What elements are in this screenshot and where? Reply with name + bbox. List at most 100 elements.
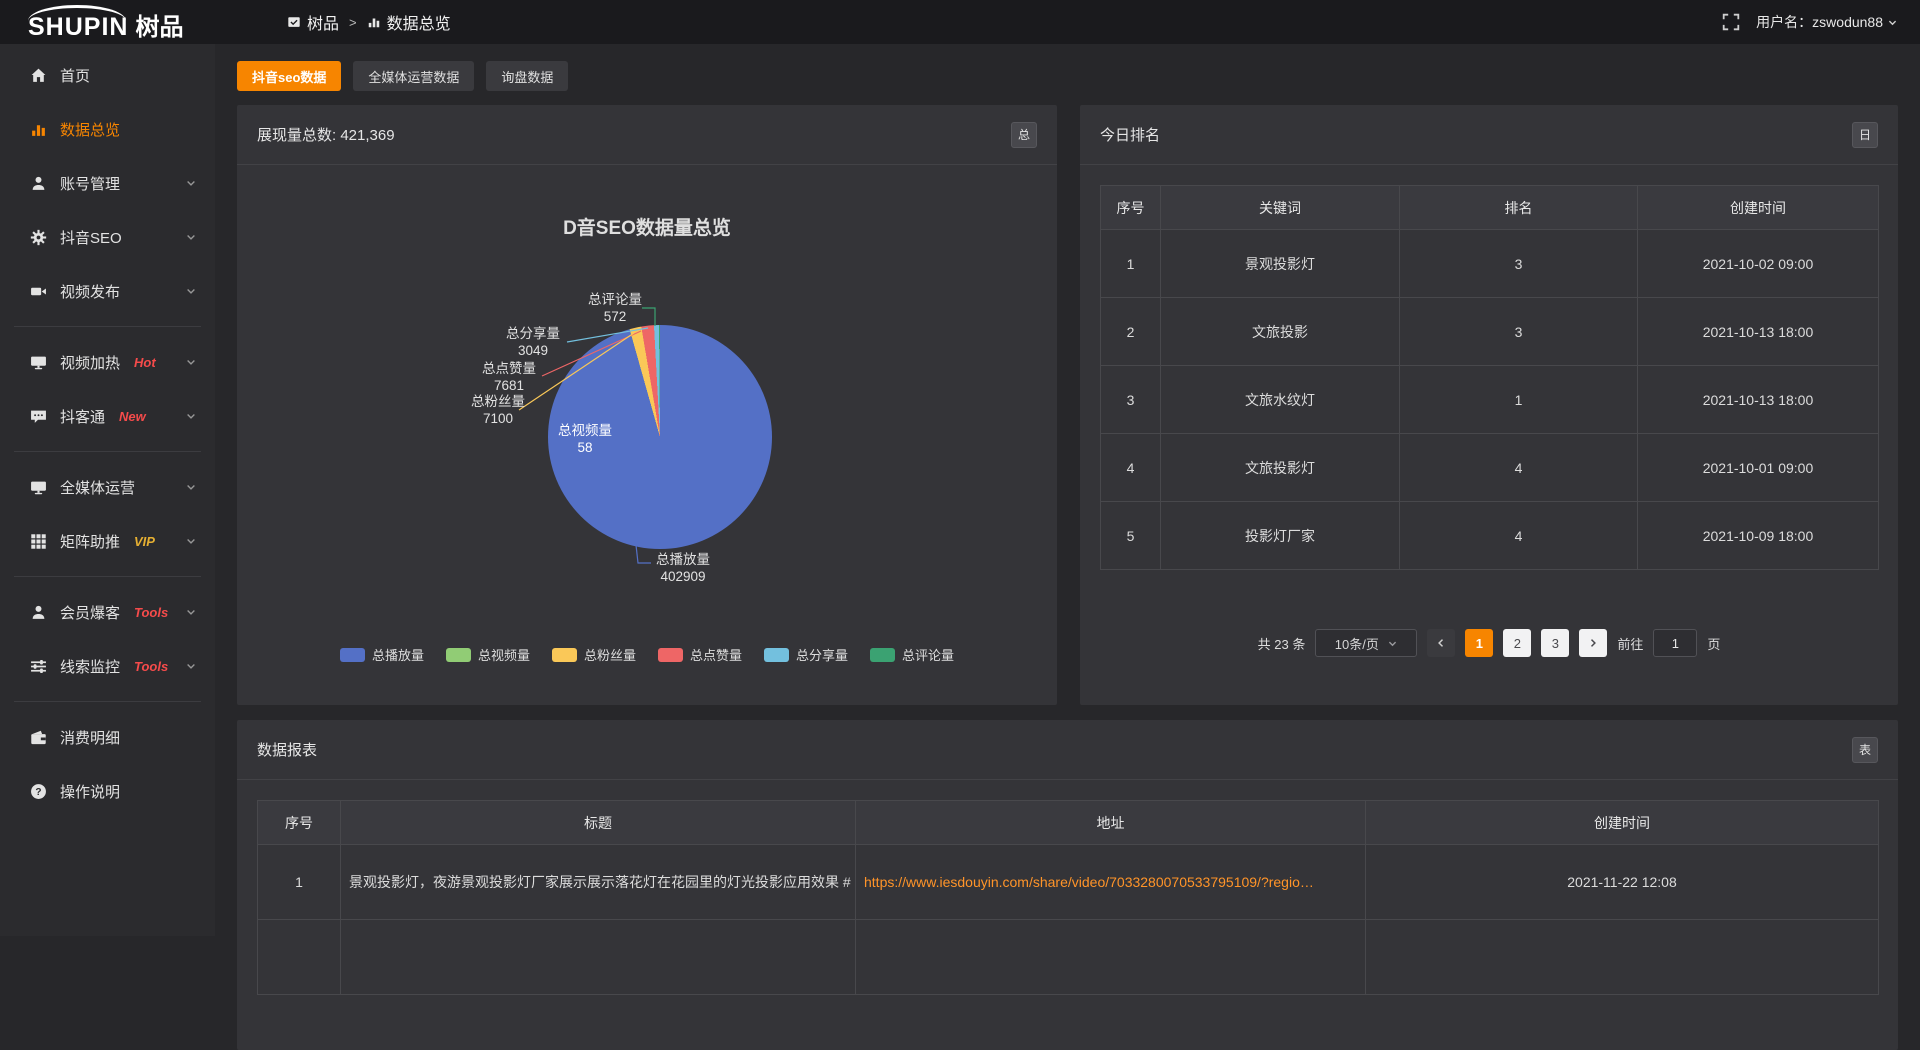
report-table: 序号标题 地址创建时间 1 景观投影灯，夜游景观投影灯厂家展示展示落花灯在花园里… bbox=[257, 800, 1879, 995]
sidebar-item-matrix-boost[interactable]: 矩阵助推 VIP bbox=[0, 514, 215, 568]
user-menu[interactable]: 用户名：zswodun88 bbox=[1756, 12, 1898, 32]
table-row bbox=[258, 920, 1879, 995]
vip-badge: VIP bbox=[134, 534, 155, 549]
page-button-2[interactable]: 2 bbox=[1503, 629, 1531, 657]
legend-item[interactable]: 总评论量 bbox=[870, 645, 954, 664]
legend-item[interactable]: 总播放量 bbox=[340, 645, 424, 664]
sidebar-divider bbox=[14, 326, 201, 327]
app-logo[interactable]: SHUPIN 树品 bbox=[28, 2, 183, 44]
sidebar-item-doukertong[interactable]: 抖客通 New bbox=[0, 389, 215, 443]
sidebar-divider bbox=[14, 576, 201, 577]
legend-swatch bbox=[658, 648, 683, 662]
chat-bubble-icon bbox=[30, 408, 47, 425]
heat-monitor-icon bbox=[30, 354, 47, 371]
legend-item[interactable]: 总粉丝量 bbox=[552, 645, 636, 664]
sidebar-item-media-ops[interactable]: 全媒体运营 bbox=[0, 460, 215, 514]
video-url-link[interactable]: https://www.iesdouyin.com/share/video/70… bbox=[864, 874, 1314, 890]
report-table-header: 序号标题 地址创建时间 bbox=[258, 801, 1879, 845]
sidebar-item-instructions[interactable]: ? 操作说明 bbox=[0, 764, 215, 818]
legend-swatch bbox=[552, 648, 577, 662]
chevron-down-icon bbox=[185, 285, 197, 297]
breadcrumb-root[interactable]: 树品 bbox=[287, 10, 339, 34]
prev-page-button[interactable] bbox=[1427, 629, 1455, 657]
page-button-3[interactable]: 3 bbox=[1541, 629, 1569, 657]
sidebar-divider bbox=[14, 451, 201, 452]
report-panel-title: 数据报表 bbox=[257, 739, 317, 760]
goto-unit: 页 bbox=[1707, 634, 1720, 653]
tab-inquiry-data[interactable]: 询盘数据 bbox=[486, 61, 568, 91]
chevron-right-icon bbox=[1587, 637, 1599, 649]
legend-swatch bbox=[764, 648, 789, 662]
main-content: 抖音seo数据 全媒体运营数据 询盘数据 展现量总数: 421,369 总 D音… bbox=[215, 44, 1920, 936]
bar-chart-icon bbox=[367, 15, 381, 29]
sidebar-item-account[interactable]: 账号管理 bbox=[0, 156, 215, 210]
sidebar: 首页 数据总览 账号管理 抖音SEO 视频发布 视频加热 Hot 抖客通 New… bbox=[0, 44, 215, 936]
legend-item[interactable]: 总点赞量 bbox=[658, 645, 742, 664]
chevron-down-icon bbox=[185, 410, 197, 422]
legend-swatch bbox=[870, 648, 895, 662]
page-size-select[interactable]: 10条/页 bbox=[1315, 629, 1417, 657]
chevron-down-icon bbox=[185, 356, 197, 368]
chevron-down-icon bbox=[185, 606, 197, 618]
grid-icon bbox=[30, 533, 47, 550]
chevron-down-icon bbox=[185, 535, 197, 547]
hot-badge: Hot bbox=[134, 355, 156, 370]
report-panel: 数据报表 表 序号标题 地址创建时间 1 景观投影灯，夜游景观投影灯厂家展示展示… bbox=[237, 720, 1898, 1050]
chart-title: D音SEO数据量总览 bbox=[237, 213, 1057, 240]
overview-total-label: 展现量总数: 421,369 bbox=[257, 124, 395, 145]
day-badge-button[interactable]: 日 bbox=[1852, 122, 1878, 148]
chart-legend: 总播放量 总视频量 总粉丝量 总点赞量 总分享量 总评论量 bbox=[237, 645, 1057, 664]
tab-douyin-seo-data[interactable]: 抖音seo数据 bbox=[237, 61, 341, 91]
next-page-button[interactable] bbox=[1579, 629, 1607, 657]
tools-badge: Tools bbox=[134, 659, 168, 674]
tools-badge: Tools bbox=[134, 605, 168, 620]
sidebar-item-video-publish[interactable]: 视频发布 bbox=[0, 264, 215, 318]
brand-icon bbox=[287, 15, 301, 29]
new-badge: New bbox=[119, 409, 146, 424]
sidebar-item-member-burst[interactable]: 会员爆客 Tools bbox=[0, 585, 215, 639]
sidebar-item-clue-monitor[interactable]: 线索监控 Tools bbox=[0, 639, 215, 693]
chevron-down-icon bbox=[1387, 638, 1398, 649]
legend-item[interactable]: 总分享量 bbox=[764, 645, 848, 664]
breadcrumb-separator: > bbox=[349, 15, 357, 30]
sidebar-item-consumption[interactable]: 消费明细 bbox=[0, 710, 215, 764]
breadcrumb-current[interactable]: 数据总览 bbox=[367, 10, 451, 34]
chevron-left-icon bbox=[1435, 637, 1447, 649]
rank-table-header: 序号关键词 排名创建时间 bbox=[1101, 186, 1879, 230]
video-camera-icon bbox=[30, 283, 47, 300]
goto-page-input[interactable] bbox=[1653, 629, 1697, 657]
sidebar-item-video-heat[interactable]: 视频加热 Hot bbox=[0, 335, 215, 389]
data-source-tabs: 抖音seo数据 全媒体运营数据 询盘数据 bbox=[237, 61, 568, 91]
rank-panel-title: 今日排名 bbox=[1100, 124, 1160, 145]
table-badge-button[interactable]: 表 bbox=[1852, 737, 1878, 763]
total-badge-button[interactable]: 总 bbox=[1011, 122, 1037, 148]
goto-label: 前往 bbox=[1617, 634, 1643, 653]
sliders-icon bbox=[30, 658, 47, 675]
tab-media-ops-data[interactable]: 全媒体运营数据 bbox=[353, 61, 474, 91]
sidebar-item-home[interactable]: 首页 bbox=[0, 48, 215, 102]
sidebar-item-douyin-seo[interactable]: 抖音SEO bbox=[0, 210, 215, 264]
question-circle-icon: ? bbox=[30, 783, 47, 800]
chevron-down-icon bbox=[185, 231, 197, 243]
report-title-cell: 景观投影灯，夜游景观投影灯厂家展示展示落花灯在花园里的灯光投影应用效果 # bbox=[341, 845, 856, 920]
bar-chart-icon bbox=[30, 121, 47, 138]
home-icon bbox=[30, 67, 47, 84]
chevron-down-icon bbox=[1887, 17, 1898, 28]
top-bar: SHUPIN 树品 树品 > 数据总览 用户名：zswodun88 bbox=[0, 0, 1920, 44]
legend-item[interactable]: 总视频量 bbox=[446, 645, 530, 664]
fullscreen-icon[interactable] bbox=[1722, 13, 1740, 31]
page-button-1[interactable]: 1 bbox=[1465, 629, 1493, 657]
sidebar-item-data-overview[interactable]: 数据总览 bbox=[0, 102, 215, 156]
